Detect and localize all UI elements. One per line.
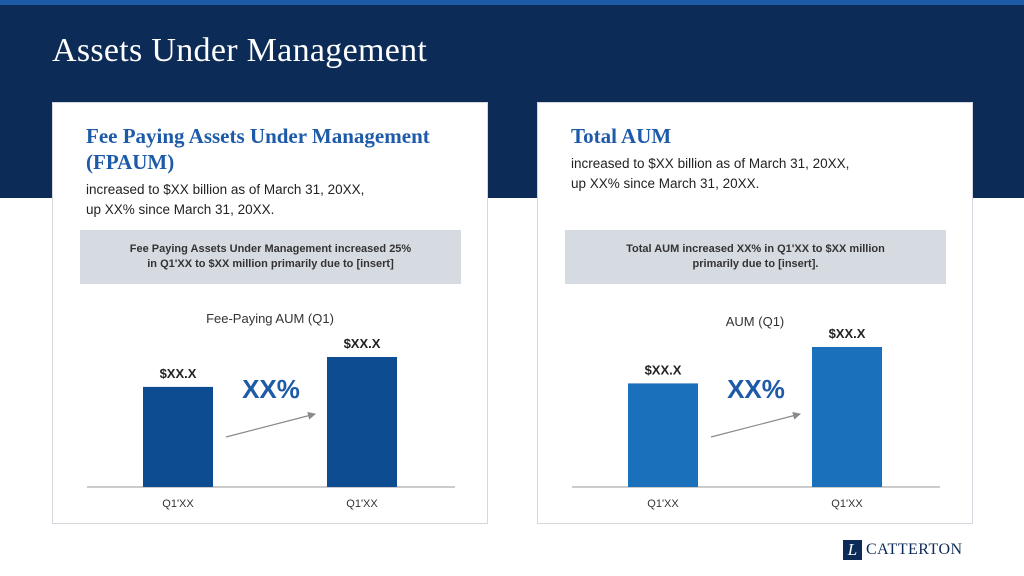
logo-mark: L	[843, 540, 862, 560]
chart-title: AUM (Q1)	[726, 314, 785, 329]
growth-arrow	[226, 414, 315, 437]
bar-value-label-1: $XX.X	[160, 366, 197, 381]
x-tick-label-1: Q1'XX	[647, 498, 679, 510]
bar-1	[628, 383, 698, 487]
total-aum-bar-chart: AUM (Q1) $XX.X Q1'XX $XX.X Q1'XX XX%	[538, 103, 974, 525]
bar-value-label-2: $XX.X	[829, 326, 866, 341]
bar-2	[812, 347, 882, 487]
bar-value-label-2: $XX.X	[344, 336, 381, 351]
growth-arrow	[711, 414, 800, 437]
bar-2	[327, 357, 397, 487]
bar-value-label-1: $XX.X	[645, 362, 682, 377]
bar-1	[143, 387, 213, 487]
fpaum-bar-chart: Fee-Paying AUM (Q1) $XX.X Q1'XX $XX.X Q1'XX X…	[53, 103, 489, 525]
x-tick-label-2: Q1'XX	[831, 498, 863, 510]
growth-percent-label: XX%	[242, 374, 300, 404]
logo-wordmark: CATTERTON	[866, 541, 963, 559]
catterton-logo: L CATTERTON	[843, 539, 963, 561]
slide-title: Assets Under Management	[52, 32, 427, 70]
x-tick-label-2: Q1'XX	[346, 498, 378, 510]
total-aum-panel: Total AUM increased to $XX billion as of…	[537, 102, 973, 524]
fpaum-panel: Fee Paying Assets Under Management (FPAU…	[52, 102, 488, 524]
x-tick-label-1: Q1'XX	[162, 498, 194, 510]
chart-title: Fee-Paying AUM (Q1)	[206, 311, 334, 326]
growth-percent-label: XX%	[727, 374, 785, 404]
